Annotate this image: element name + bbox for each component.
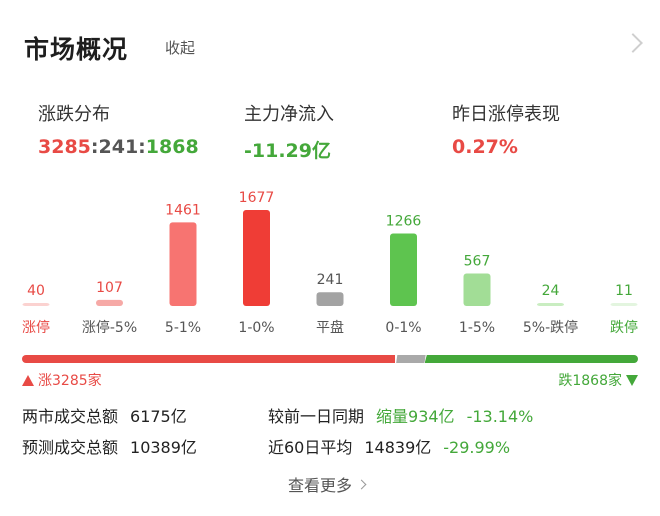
arrow-up-icon	[22, 374, 34, 386]
category-label-5: 0-1%	[385, 320, 421, 336]
category-label-4: 平盘	[316, 319, 344, 336]
arrow-down-icon	[626, 374, 638, 386]
turnover-prev-pct: -13.14%	[466, 407, 534, 426]
ratio-flat-segment	[396, 355, 426, 363]
stat-net-inflow[interactable]: 主力净流入 -11.29亿	[244, 100, 334, 163]
bar-5[interactable]	[390, 233, 417, 306]
bar-value-label-6: 567	[464, 254, 491, 270]
stat-limit-up-perf-value: 0.27%	[452, 136, 518, 158]
bar-value-label-7: 24	[542, 283, 560, 299]
count-row: 涨3285家 跌1868家	[22, 370, 638, 390]
turnover-forecast-value: 10389亿	[130, 438, 197, 457]
count-down-label: 跌1868家	[558, 373, 622, 389]
breadth-down: 1868	[145, 136, 199, 158]
count-down: 跌1868家	[558, 370, 638, 390]
turnover-prev-label: 较前一日同期	[268, 407, 365, 426]
stat-limit-up-perf[interactable]: 昨日涨停表现 0.27%	[452, 100, 560, 158]
category-label-2: 5-1%	[165, 320, 201, 336]
bar-value-label-4: 241	[317, 272, 344, 288]
view-more-button[interactable]: 查看更多	[288, 472, 367, 496]
turnover-avg-label: 近60日平均	[268, 438, 353, 457]
bar-value-label-3: 1677	[239, 190, 275, 206]
category-label-1: 涨停-5%	[82, 319, 137, 336]
chevron-right-small-icon	[356, 479, 367, 489]
bar-4[interactable]	[316, 292, 344, 306]
turnover-avg: 近60日平均 14839亿 -29.99%	[268, 434, 510, 458]
breadth-sep1: :	[90, 136, 99, 158]
ratio-bar	[22, 355, 638, 363]
stat-net-inflow-value: -11.29亿	[244, 140, 331, 162]
category-label-6: 1-5%	[459, 320, 495, 336]
bar-value-label-1: 107	[96, 280, 123, 296]
turnover-avg-value: 14839亿	[364, 438, 432, 457]
breadth-flat: 241	[98, 136, 139, 158]
category-label-8: 跌停	[610, 319, 638, 336]
count-up: 涨3285家	[22, 370, 102, 390]
bar-value-label-0: 40	[27, 283, 45, 299]
collapse-button[interactable]: 收起	[165, 39, 196, 57]
stat-breadth-label: 涨跌分布	[38, 104, 110, 125]
turnover-total: 两市成交总额 6175亿	[22, 403, 187, 427]
view-more-label: 查看更多	[288, 476, 353, 495]
bar-value-label-2: 1461	[165, 202, 201, 218]
count-up-label: 涨3285家	[38, 373, 102, 389]
stat-breadth[interactable]: 涨跌分布 3285:241:1868	[38, 100, 199, 158]
bar-7[interactable]	[537, 303, 564, 306]
header: 市场概况 收起	[24, 30, 644, 70]
stat-net-inflow-label: 主力净流入	[244, 104, 334, 125]
category-label-3: 1-0%	[238, 320, 274, 336]
breadth-sep2: :	[138, 136, 146, 158]
chevron-right-icon[interactable]	[623, 33, 643, 53]
stats-row: 涨跌分布 3285:241:1868 主力净流入 -11.29亿 昨日涨停表现 …	[0, 100, 660, 163]
bar-0[interactable]	[22, 303, 50, 306]
turnover-forecast: 预测成交总额 10389亿	[22, 434, 197, 458]
turnover-forecast-label: 预测成交总额	[22, 438, 119, 457]
bar-6[interactable]	[463, 273, 491, 306]
bar-value-label-5: 1266	[386, 214, 422, 230]
bar-3[interactable]	[243, 210, 270, 306]
bar-1[interactable]	[96, 299, 123, 306]
turnover-avg-pct: -29.99%	[443, 438, 511, 457]
stat-limit-up-perf-label: 昨日涨停表现	[452, 104, 560, 125]
turnover-total-label: 两市成交总额	[22, 407, 119, 426]
bar-8[interactable]	[610, 303, 638, 306]
breadth-up: 3285	[38, 136, 91, 158]
turnover-prev-value: 缩量934亿	[376, 407, 455, 426]
page-title: 市场概况	[24, 35, 129, 64]
bar-2[interactable]	[169, 222, 197, 306]
ratio-up-segment	[22, 355, 396, 363]
turnover-total-value: 6175亿	[130, 407, 187, 426]
ratio-down-segment	[424, 355, 638, 363]
category-label-0: 涨停	[22, 319, 50, 336]
stat-breadth-value: 3285:241:1868	[38, 136, 199, 158]
category-label-7: 5%-跌停	[523, 319, 578, 336]
distribution-chart: 40 涨停 107 涨停-5% 1461 5-1% 1677 1-0% 241 平盘 1266 0-1…	[22, 190, 638, 336]
bar-value-label-8: 11	[615, 283, 633, 299]
turnover-prev: 较前一日同期 缩量934亿 -13.14%	[268, 403, 533, 427]
